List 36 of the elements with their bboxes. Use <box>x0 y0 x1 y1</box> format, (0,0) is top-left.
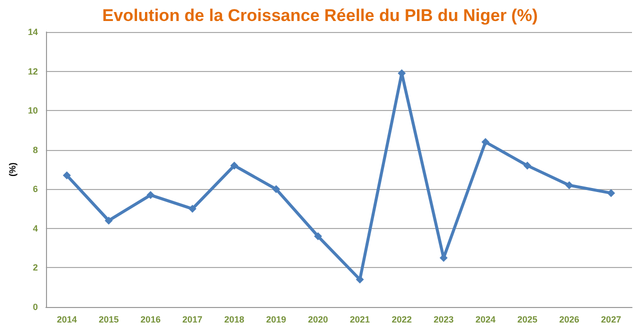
y-tick-label: 8 <box>32 144 38 155</box>
y-tick-label: 0 <box>32 302 38 312</box>
x-tick-label: 2021 <box>350 314 370 324</box>
point <box>523 162 532 170</box>
point <box>565 181 574 190</box>
y-tick-label: 2 <box>32 262 38 273</box>
point <box>62 171 71 180</box>
x-tick-label: 2024 <box>475 314 496 324</box>
y-axis-title: (%) <box>8 162 18 176</box>
x-tick-label: 2020 <box>308 314 328 324</box>
x-tick-label: 2022 <box>392 314 412 324</box>
point <box>230 162 238 170</box>
y-tick-label: 10 <box>28 106 38 116</box>
point <box>314 232 322 240</box>
x-tick-label: 2016 <box>140 314 161 324</box>
y-tick-label: 14 <box>28 27 38 37</box>
x-tick-label: 2015 <box>98 314 119 324</box>
chart-title: Evolution de la Croissance Réelle du PIB du Niger (%) <box>102 6 538 25</box>
x-tick-label: 2014 <box>56 314 77 324</box>
point <box>146 191 155 200</box>
point <box>272 185 280 194</box>
y-tick-label: 6 <box>32 184 38 194</box>
point <box>481 138 490 146</box>
point <box>356 276 364 284</box>
point <box>104 216 113 225</box>
x-tick-label: 2018 <box>224 314 244 324</box>
x-tick-label: 2023 <box>434 314 454 324</box>
x-tick-label: 2019 <box>266 314 286 324</box>
y-tick-label: 12 <box>28 66 38 76</box>
x-tick-label: 2025 <box>517 314 538 324</box>
x-tick-label: 2017 <box>182 314 202 324</box>
point <box>607 189 616 198</box>
x-tick-label: 2026 <box>559 314 580 324</box>
y-tick-label: 4 <box>32 223 38 234</box>
x-tick-label: 2027 <box>601 314 622 324</box>
point <box>188 204 196 213</box>
